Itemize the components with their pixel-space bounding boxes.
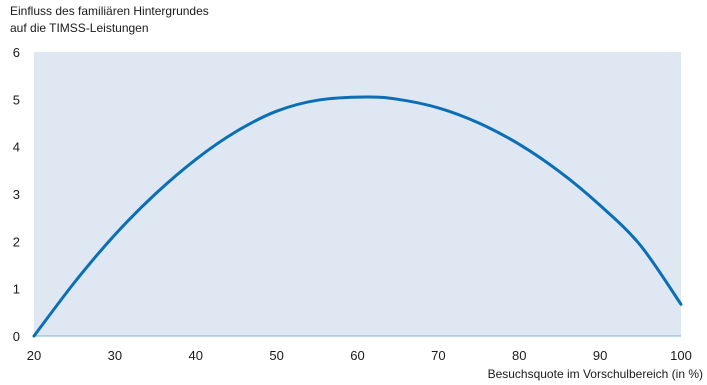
y-axis-ticks: 0 1 2 3 4 5 6	[13, 45, 20, 344]
series-layer	[32, 95, 683, 338]
y-tick-label: 6	[13, 45, 20, 60]
y-axis-title-line-2: auf die TIMSS-Leistungen	[10, 21, 149, 35]
x-axis-title: Besuchsquote im Vorschulbereich (in %)	[487, 367, 703, 381]
y-tick-label: 2	[13, 234, 20, 249]
y-tick-label: 0	[13, 329, 20, 344]
series-line	[32, 95, 683, 338]
plot-area	[34, 52, 681, 336]
x-tick-label: 100	[670, 348, 692, 363]
y-tick-label: 4	[13, 140, 20, 155]
y-tick-label: 5	[13, 92, 20, 107]
x-tick-label: 40	[189, 348, 203, 363]
y-tick-label: 3	[13, 187, 20, 202]
x-tick-label: 20	[27, 348, 41, 363]
x-tick-label: 70	[431, 348, 445, 363]
x-axis-ticks: 20 30 40 50 60 70 80 90 100	[27, 348, 692, 363]
x-tick-label: 90	[593, 348, 607, 363]
x-tick-label: 30	[108, 348, 122, 363]
x-tick-label: 50	[269, 348, 283, 363]
x-tick-label: 80	[512, 348, 526, 363]
y-axis-title-line-1: Einfluss des familiären Hintergrundes	[10, 4, 209, 18]
y-tick-label: 1	[13, 282, 20, 297]
x-tick-label: 60	[350, 348, 364, 363]
